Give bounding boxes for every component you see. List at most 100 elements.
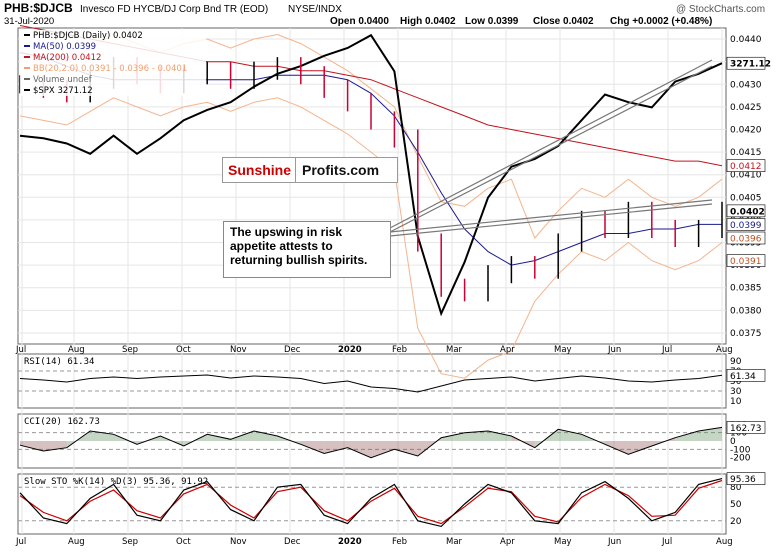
- month-label: Oct: [176, 345, 191, 355]
- legend-label: $SPX 3271.12: [33, 86, 93, 96]
- cci-fill: [628, 441, 652, 455]
- bb-lower-line: [19, 97, 723, 379]
- trendline-spx-2: [389, 65, 713, 233]
- indicator-tick-label: 30: [730, 387, 742, 397]
- tag-close: 0.0402: [730, 207, 765, 217]
- tag-ma200: 0.0412: [730, 162, 762, 172]
- sto-d-line: [19, 479, 723, 525]
- price-tick-label: 0.0410: [730, 171, 762, 181]
- tag-close-box: [726, 204, 766, 218]
- indicator-tick-label: 20: [730, 517, 742, 527]
- tag-bb-mid: 0.0396: [730, 235, 762, 245]
- price-tick-label: 0.0380: [730, 306, 762, 316]
- tag-ma200-box: [726, 159, 766, 172]
- month-label: Jun: [607, 345, 621, 355]
- cci-fill: [90, 431, 114, 441]
- month-label: Feb: [392, 537, 407, 547]
- month-label: Sep: [122, 345, 138, 355]
- month-label: Aug: [716, 345, 733, 355]
- cci-fill: [675, 431, 699, 441]
- price-tick-label: 0.0440: [730, 35, 762, 45]
- ohlc-low: Low 0.0399: [465, 16, 519, 27]
- tag-rsi-box: [726, 369, 766, 382]
- cci-fill: [300, 441, 325, 454]
- indicator-tick-label: 50: [730, 377, 742, 387]
- annotation-box: The upswing in risk appetite attests to …: [223, 221, 391, 278]
- tag-spx: 3271.12: [730, 60, 771, 70]
- rsi-title: RSI(14) 61.34: [24, 357, 94, 367]
- ohlc-high: High 0.0402: [400, 16, 456, 27]
- legend-label: MA(50) 0.0399: [33, 42, 96, 52]
- month-label: Apr: [500, 537, 515, 547]
- cci-fill: [558, 429, 582, 441]
- legend-label: Volume undef: [33, 75, 93, 85]
- date: 31-Jul-2020: [4, 16, 54, 27]
- watermark-part1: Sunshine: [223, 158, 297, 182]
- month-label: Jul: [661, 345, 672, 355]
- cci-title: CCI(20) 162.73: [24, 417, 100, 427]
- month-label: 2020: [338, 537, 362, 547]
- cci-fill: [698, 427, 722, 441]
- description: Invesco FD HYCB/DJ Corp Bnd TR (EOD): [80, 4, 268, 15]
- cci-fill: [324, 441, 348, 454]
- month-label: Mar: [446, 345, 463, 355]
- spx-line: [19, 33, 723, 317]
- cci-fill: [605, 441, 629, 455]
- indicator-tick-label: -100: [730, 445, 751, 455]
- tag-bb-low-box: [726, 254, 766, 267]
- tag-bb-mid-box: [726, 231, 766, 245]
- cci-fill: [464, 431, 488, 441]
- month-labels: Jul Jul Aug Aug Sep Sep Oct Oct Nov Nov Dec Dec 2020…: [15, 345, 733, 547]
- cci-fill: [254, 431, 278, 441]
- cci-fill: [347, 441, 371, 458]
- indicator-tick-label: 90: [730, 357, 742, 367]
- cci-fill: [371, 441, 395, 458]
- ohlc-close: Close 0.0402: [533, 16, 594, 27]
- month-label: Apr: [500, 345, 515, 355]
- cci-fill: [394, 441, 418, 456]
- sto-k-line: [19, 478, 723, 528]
- tag-ma50: 0.0399: [730, 221, 762, 231]
- tag-ma50-box: [726, 218, 766, 231]
- watermark-part2: Profits.com: [302, 162, 380, 178]
- month-label: Sep: [122, 537, 138, 547]
- cci-fill: [488, 431, 512, 441]
- month-label: 2020: [338, 345, 362, 355]
- month-label: Jul: [661, 537, 672, 547]
- value-tags: 3271.12 0.0412 0.0402 0.0399 0.0396 0.0391 61.…: [726, 56, 771, 485]
- cci-fill: [20, 441, 44, 451]
- price-series: [19, 25, 723, 379]
- price-tick-label: 0.0375: [730, 329, 762, 339]
- month-label: Nov: [230, 537, 247, 547]
- tag-rsi: 61.34: [730, 372, 756, 382]
- month-label: Jul: [15, 537, 26, 547]
- month-label: Nov: [230, 345, 247, 355]
- month-label: Aug: [68, 345, 85, 355]
- legend-label: PHB:$DJCB (Daily) 0.0402: [33, 31, 143, 41]
- exchange: NYSE/INDX: [288, 4, 342, 15]
- indicator-tick-label: 10: [730, 397, 742, 407]
- price-tick-label: 0.0385: [730, 284, 762, 294]
- ohlc-chg: Chg +0.0002 (+0.48%): [610, 16, 712, 27]
- month-label: Aug: [68, 537, 85, 547]
- month-label: Dec: [284, 345, 301, 355]
- ohlc-open: Open 0.0400: [330, 16, 389, 27]
- indicator-tick-label: -200: [730, 454, 751, 464]
- tag-bb-low: 0.0391: [730, 257, 762, 267]
- price-tick-label: 0.0415: [730, 148, 762, 158]
- price-y-ticks: 0.04400.04350.04300.04250.04200.04150.04…: [730, 35, 762, 339]
- cci-fill: [66, 431, 91, 448]
- rsi-panel: [17, 353, 727, 409]
- month-label: May: [554, 345, 572, 355]
- indicator-tick-label: 50: [730, 500, 742, 510]
- month-label: Aug: [716, 537, 733, 547]
- tag-spx-box: [726, 56, 766, 70]
- sunshine-profits-watermark: Sunshine Profits.com: [222, 157, 398, 183]
- trendline-price-2: [389, 203, 713, 237]
- month-label: May: [554, 537, 572, 547]
- price-tick-label: 0.0430: [730, 80, 762, 90]
- month-label: Jun: [607, 537, 621, 547]
- tag-cci-box: [726, 421, 766, 434]
- tag-cci: 162.73: [730, 424, 762, 434]
- month-label: Jul: [15, 345, 26, 355]
